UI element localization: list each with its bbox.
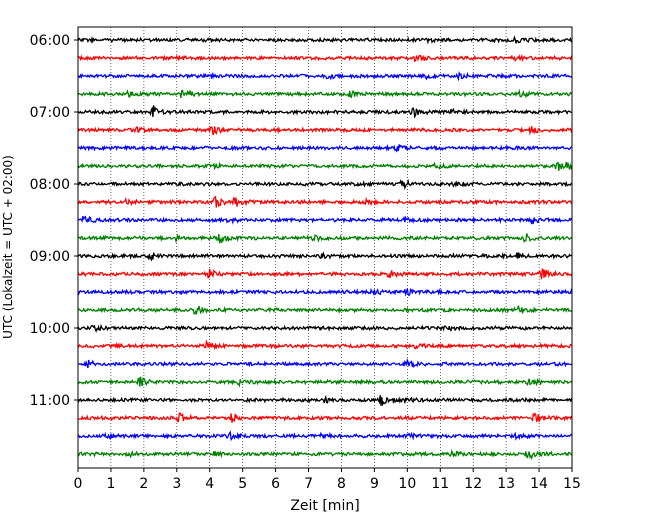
- trace-0630: [77, 70, 573, 82]
- trace-0815: [77, 195, 573, 208]
- y-tick-label: 09:00: [30, 249, 70, 265]
- trace-0730: [77, 143, 572, 153]
- x-tick-label: 12: [464, 476, 482, 492]
- trace-0745: [77, 161, 573, 171]
- trace-0845: [77, 233, 573, 244]
- trace-line: [77, 339, 573, 351]
- y-axis-ticks: 06:00 07:00 08:00 09:00 10:00 11:00: [30, 33, 78, 409]
- trace-line: [77, 215, 573, 225]
- trace-0600: [77, 35, 573, 45]
- trace-line: [77, 53, 573, 63]
- x-tick-label: 3: [172, 476, 181, 492]
- trace-line: [77, 161, 573, 171]
- y-axis-label: UTC (Lokalzeit = UTC + 02:00): [1, 155, 15, 339]
- trace-line: [77, 143, 572, 153]
- trace-line: [77, 394, 573, 407]
- x-tick-label: 14: [530, 476, 548, 492]
- x-tick-label: 2: [139, 476, 148, 492]
- trace-line: [77, 88, 572, 99]
- trace-line: [78, 357, 573, 369]
- x-tick-label: 5: [238, 476, 247, 492]
- trace-line: [77, 233, 573, 244]
- x-axis-ticks: 0 1 2 3 4 5 6 7 8 9 10 11 12 13 14 15: [74, 468, 581, 492]
- trace-line: [77, 305, 573, 316]
- trace-1030: [78, 357, 573, 369]
- x-axis-label: Zeit [min]: [290, 498, 359, 514]
- y-tick-label: 07:00: [30, 105, 70, 121]
- trace-line: [77, 105, 573, 119]
- x-tick-label: 1: [106, 476, 115, 492]
- trace-1130: [77, 430, 573, 442]
- x-tick-label: 6: [271, 476, 280, 492]
- x-tick-label: 7: [304, 476, 313, 492]
- trace-line: [77, 412, 573, 423]
- trace-1115: [77, 412, 573, 423]
- x-tick-label: 11: [431, 476, 449, 492]
- trace-line: [77, 376, 573, 388]
- trace-line: [77, 323, 573, 333]
- trace-1100: [77, 394, 573, 407]
- trace-0700: [77, 105, 573, 119]
- trace-line: [77, 195, 573, 208]
- trace-line: [77, 251, 573, 262]
- trace-0945: [77, 305, 573, 316]
- trace-line: [77, 287, 573, 297]
- trace-0800: [77, 178, 573, 191]
- trace-0830: [77, 215, 573, 225]
- x-tick-label: 4: [205, 476, 214, 492]
- trace-0615: [77, 53, 573, 63]
- trace-0930: [77, 287, 573, 297]
- trace-line: [77, 178, 573, 191]
- trace-line: [77, 35, 573, 45]
- x-tick-label: 10: [398, 476, 416, 492]
- trace-line: [77, 449, 573, 461]
- trace-line: [77, 430, 573, 442]
- trace-1000: [77, 323, 573, 333]
- trace-0645: [77, 88, 572, 99]
- y-tick-label: 06:00: [30, 33, 70, 49]
- trace-line: [77, 267, 573, 280]
- trace-0915: [77, 267, 573, 280]
- y-tick-label: 10:00: [30, 321, 70, 337]
- trace-line: [77, 70, 573, 82]
- y-tick-label: 11:00: [30, 393, 70, 409]
- trace-1145: [77, 449, 573, 461]
- seismic-traces: [77, 35, 573, 461]
- x-tick-label: 9: [370, 476, 379, 492]
- y-tick-label: 08:00: [30, 177, 70, 193]
- trace-1015: [77, 339, 573, 351]
- trace-1045: [77, 376, 573, 388]
- plot-frame: [77, 26, 573, 469]
- x-tick-label: 0: [74, 476, 83, 492]
- x-tick-label: 15: [563, 476, 581, 492]
- x-tick-label: 13: [497, 476, 515, 492]
- trace-line: [77, 125, 573, 136]
- trace-0900: [77, 251, 573, 262]
- x-tick-label: 8: [337, 476, 346, 492]
- trace-0715: [77, 125, 573, 136]
